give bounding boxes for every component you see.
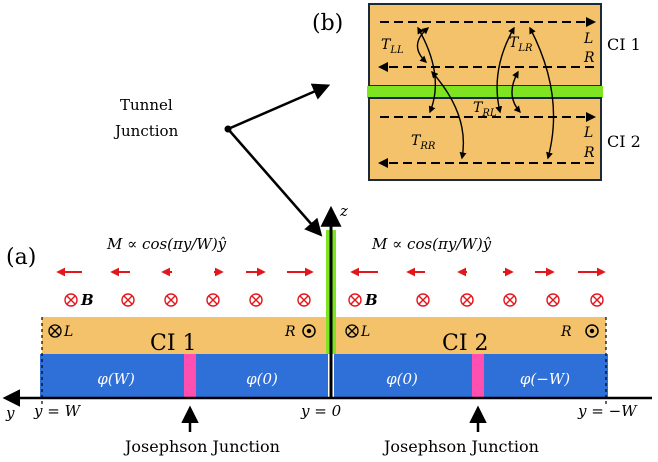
- b-into-page-icon: [297, 293, 311, 307]
- b-label-left: B: [80, 291, 94, 309]
- jj-label-right: Josephson Junction: [382, 437, 539, 456]
- t-lr-label: TLR: [509, 35, 533, 54]
- ci2-right-edge-marker: R: [560, 324, 599, 340]
- b-into-page-icon: [348, 293, 362, 307]
- t-rl-label: TRL: [473, 100, 497, 119]
- tunnel-junction-pointer: Tunnel Junction: [113, 83, 331, 237]
- t-rr-label: TRR: [411, 133, 436, 152]
- svg-text:R: R: [560, 324, 572, 340]
- ci1-left-edge-marker: L: [48, 324, 73, 340]
- ci1-bar: [42, 317, 326, 354]
- y-axis-label: y: [5, 404, 15, 422]
- ci2-left-edge-marker: L: [345, 324, 370, 340]
- b-into-page-icon: [460, 293, 474, 307]
- t-lr-curve: [495, 26, 515, 114]
- t-far-curve: [529, 26, 555, 160]
- tunnel-label-line1: Tunnel: [120, 96, 173, 114]
- b-field-markers: [64, 293, 604, 307]
- phase-w: φ(W): [97, 370, 135, 388]
- svg-text:R: R: [284, 324, 296, 340]
- panel-b-ci2-L: L: [583, 125, 593, 141]
- phase-0-right: φ(0): [386, 370, 418, 388]
- b-into-page-icon: [503, 293, 517, 307]
- b-into-page-icon: [590, 293, 604, 307]
- phase-minus-w: φ(−W): [520, 370, 570, 388]
- panel-a: (a) z y φ(W) φ(0) φ(0) φ(−W) CI 1 CI 2: [2, 202, 652, 456]
- tick-y-0: y = 0: [300, 402, 342, 420]
- phase-0-left: φ(0): [246, 370, 278, 388]
- panel-b-ci1-label: CI 1: [607, 35, 641, 54]
- z-axis-label: z: [339, 202, 348, 220]
- b-into-page-icon: [206, 293, 220, 307]
- tick-y-minus-w: y = −W: [577, 402, 638, 420]
- josephson-junction-left: [184, 354, 196, 398]
- substrate-right: [334, 354, 608, 398]
- svg-text:L: L: [63, 324, 73, 340]
- ci1-right-edge-marker: R: [284, 324, 316, 340]
- panel-b-ci2-label: CI 2: [607, 132, 641, 151]
- panel-b-ci1-block: [368, 3, 602, 87]
- b-into-page-icon: [121, 293, 135, 307]
- panel-b-ci2-block: [368, 97, 602, 181]
- t-rl-curve: [511, 70, 521, 114]
- t-rr-curve: [431, 70, 467, 160]
- b-into-page-icon: [249, 293, 263, 307]
- panel-a-label: (a): [6, 245, 36, 270]
- jj-label-left: Josephson Junction: [123, 437, 280, 456]
- panel-b-label: (b): [312, 11, 343, 36]
- josephson-junction-right: [472, 354, 484, 398]
- ci1-label: CI 1: [150, 331, 197, 356]
- t-ll-label: TLL: [381, 37, 404, 56]
- b-into-page-icon: [64, 293, 78, 307]
- b-into-page-icon: [164, 293, 178, 307]
- magnetization-label-right: M ∝ cos(πy/W)ŷ: [371, 235, 492, 253]
- tick-y-w: y = W: [33, 402, 82, 420]
- b-into-page-icon: [546, 293, 560, 307]
- panel-b-ci1-L: L: [583, 31, 593, 47]
- panel-b-ci2-R: R: [583, 145, 595, 161]
- tunnel-label-line2: Junction: [113, 122, 179, 140]
- panel-b-tunnel-barrier: [367, 86, 603, 98]
- svg-text:L: L: [360, 324, 370, 340]
- panel-b-ci1-R: R: [583, 50, 595, 66]
- magnetization-label-left: M ∝ cos(πy/W)ŷ: [106, 235, 227, 253]
- b-into-page-icon: [416, 293, 430, 307]
- tunnel-pointer-to-b: [227, 83, 331, 131]
- panel-b: (b) TLL TLR TRL TRR L R L R CI 1 CI 2: [312, 3, 641, 181]
- ci2-label: CI 2: [442, 331, 489, 356]
- tunnel-pointer-to-a: [227, 128, 323, 237]
- ci2-bar: [336, 317, 606, 354]
- b-label-right: B: [364, 291, 378, 309]
